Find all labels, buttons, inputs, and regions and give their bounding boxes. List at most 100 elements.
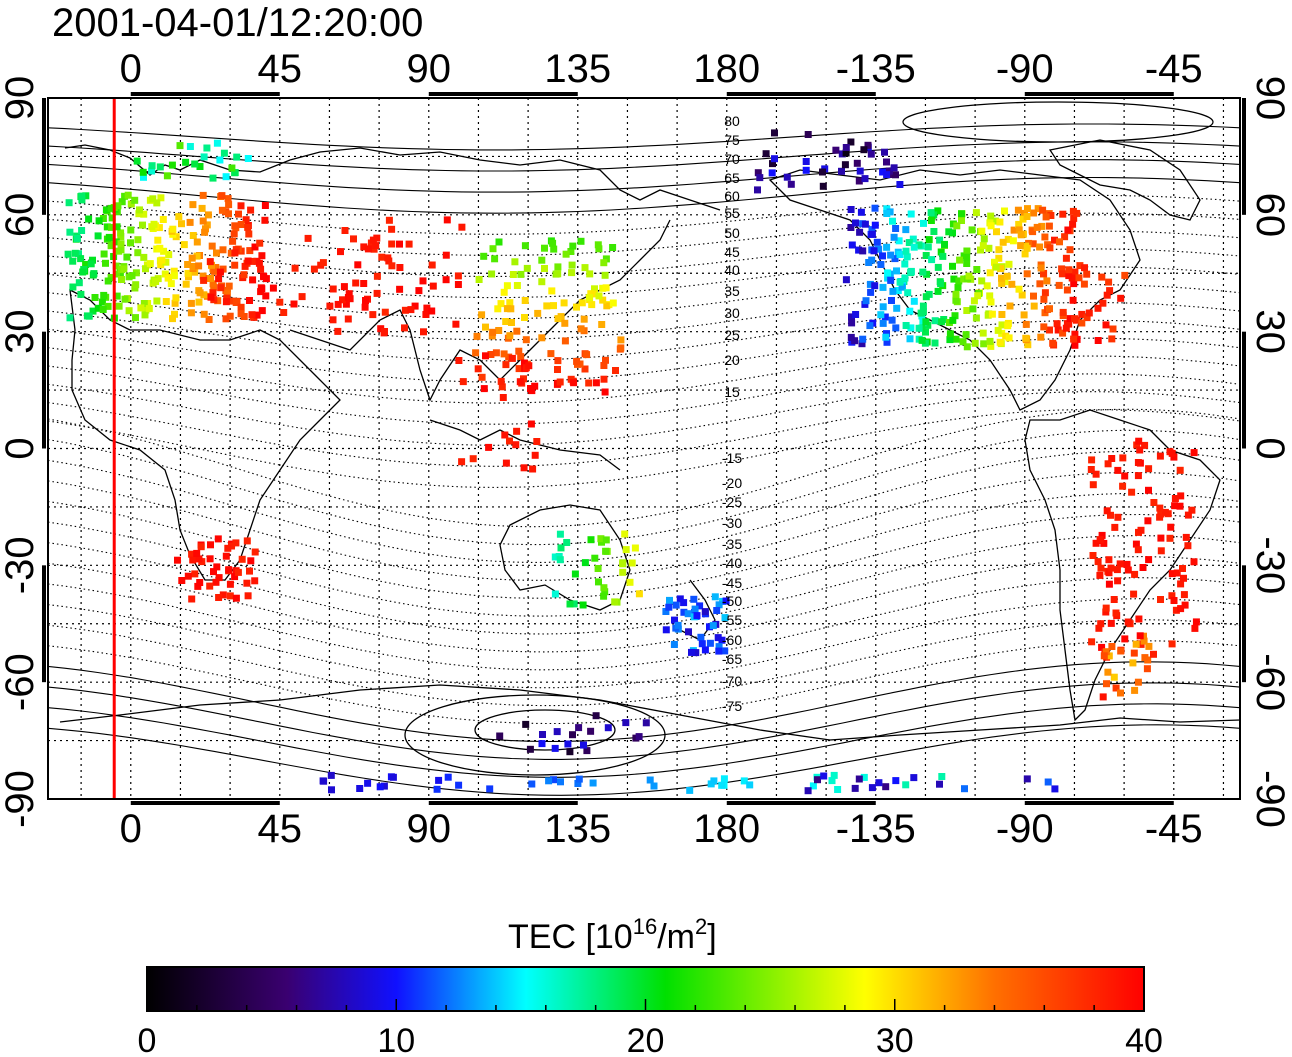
contour-label: 45 <box>724 244 740 260</box>
x-tick-label-top: 0 <box>120 47 142 91</box>
tec-cell <box>952 335 960 343</box>
tec-cell <box>442 251 450 259</box>
tec-cell <box>291 264 299 272</box>
tec-cell <box>1131 570 1139 578</box>
tec-cell <box>628 559 636 567</box>
tec-cell <box>768 169 776 177</box>
tec-cell <box>104 302 112 310</box>
tec-cell <box>246 297 253 304</box>
tec-cell <box>986 337 994 345</box>
tec-cell <box>214 297 222 305</box>
tec-cell <box>89 307 97 315</box>
tec-cell <box>713 607 721 614</box>
tec-cell <box>1108 455 1116 462</box>
tec-cell <box>971 339 979 347</box>
tec-cell <box>328 786 335 794</box>
tec-cell <box>1130 590 1138 598</box>
tec-observations <box>64 129 1200 795</box>
tec-cell <box>77 255 85 263</box>
tec-cell <box>206 258 214 266</box>
tec-cell <box>968 226 976 234</box>
tec-cell <box>1071 341 1079 349</box>
tec-cell <box>496 732 504 740</box>
tec-cell <box>224 544 232 552</box>
tec-cell <box>670 641 678 648</box>
tec-cell <box>253 257 261 265</box>
tec-cell <box>237 202 245 210</box>
tec-cell <box>1045 222 1053 230</box>
tec-cell <box>922 328 929 336</box>
tec-cell <box>562 250 570 258</box>
tec-cell <box>1176 466 1184 474</box>
tec-cell <box>443 216 451 224</box>
tec-cell <box>597 535 605 543</box>
tec-cell <box>376 783 384 791</box>
tec-cell <box>937 248 945 256</box>
tec-cell <box>617 336 625 344</box>
tec-cell <box>1030 209 1038 217</box>
tec-cell <box>866 280 874 288</box>
tec-cell <box>319 259 327 267</box>
x-tick-label-top: -135 <box>836 47 916 91</box>
tec-cell <box>1051 236 1058 244</box>
tec-cell <box>1172 606 1180 614</box>
tec-cell <box>77 290 85 298</box>
tec-cell <box>922 252 930 259</box>
tec-cell <box>896 251 904 258</box>
tec-cell <box>904 289 912 297</box>
tec-cell <box>1145 642 1153 650</box>
frame-tick-bars <box>42 92 1246 805</box>
tec-cell <box>203 144 211 152</box>
x-tick-label-top: 135 <box>544 47 611 91</box>
tec-cell <box>1023 244 1031 252</box>
mlat-contour <box>48 577 1240 671</box>
tec-cell <box>169 315 176 323</box>
tec-cell <box>196 579 204 586</box>
tec-cell <box>1023 775 1031 783</box>
tec-cell <box>1046 305 1053 313</box>
x-tick-label-bottom: 90 <box>407 807 452 851</box>
tec-cell <box>598 321 606 328</box>
tec-cell <box>211 267 219 275</box>
tec-cell <box>941 240 948 248</box>
tec-cell <box>232 299 240 306</box>
tec-cell <box>155 224 163 232</box>
tec-cell <box>883 171 891 179</box>
tec-cell <box>258 307 266 315</box>
tec-cell <box>231 169 239 177</box>
tec-cell <box>680 608 688 616</box>
tec-cell <box>1110 673 1118 681</box>
tec-cell <box>261 216 269 224</box>
tec-cell <box>1059 210 1067 218</box>
contour-label: 60 <box>724 188 740 204</box>
tec-cell <box>187 309 195 317</box>
tec-cell <box>361 303 369 311</box>
tec-cell <box>65 199 73 207</box>
tec-cell <box>1103 291 1111 299</box>
tec-cell <box>100 250 108 258</box>
tec-cell <box>890 164 898 172</box>
tec-cell <box>145 305 153 313</box>
tec-cell <box>200 276 208 284</box>
tec-cell <box>888 316 896 324</box>
tec-cell <box>902 781 910 789</box>
tec-cell <box>526 745 534 753</box>
tec-cell <box>1137 526 1145 534</box>
tec-cell <box>531 382 539 390</box>
tec-cell <box>182 280 190 288</box>
y-tick-label-left: 90 <box>0 76 42 121</box>
tec-cell <box>1069 220 1077 228</box>
tec-cell <box>123 253 131 261</box>
tec-cell <box>1157 534 1165 542</box>
tec-cell <box>715 601 723 609</box>
tec-cell <box>1108 643 1116 650</box>
tec-cell <box>189 263 197 270</box>
tec-cell <box>906 335 914 343</box>
tec-cell <box>980 235 988 243</box>
tec-cell <box>589 779 597 787</box>
tec-cell <box>1103 507 1111 515</box>
contour-label: 15 <box>724 384 740 400</box>
tec-cell <box>501 431 509 439</box>
tec-cell <box>503 282 511 290</box>
top-longitude-labels: 0 45 90 135 180 -135 -90 -45 <box>120 47 1203 91</box>
